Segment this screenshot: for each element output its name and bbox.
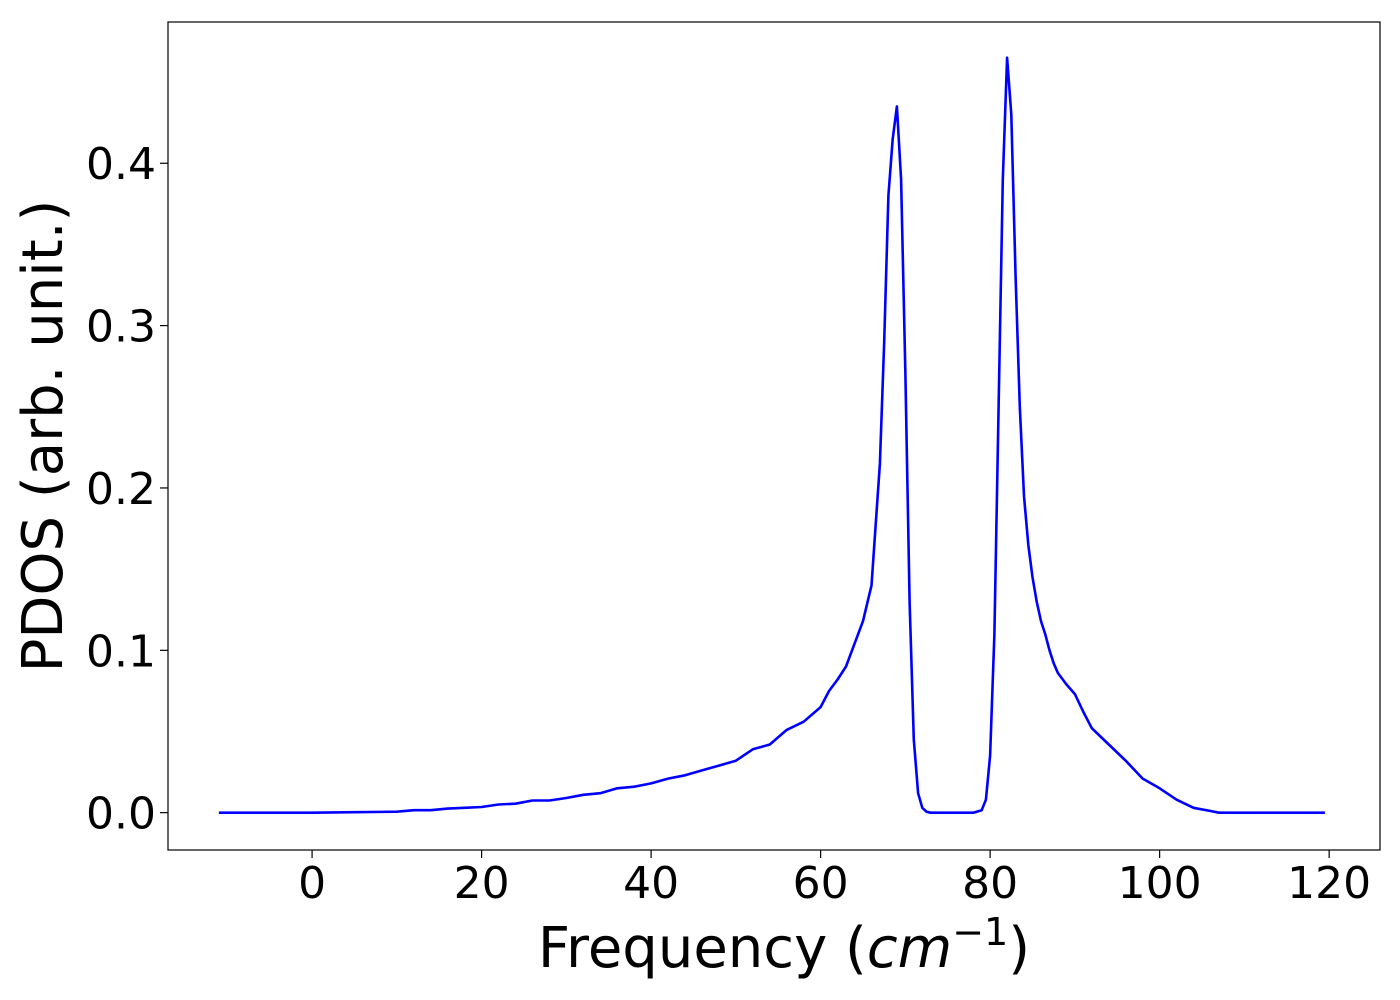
x-tick-label: 40 [623,858,679,909]
y-axis-label: PDOS (arb. unit.) [11,200,76,673]
plot-area-frame [167,21,1381,851]
x-axis-ticks: 0 20 40 60 80 100 120 [298,850,1371,909]
y-tick-label: 0.1 [86,626,156,677]
y-axis-ticks: 0.0 0.1 0.2 0.3 0.4 [86,139,168,840]
pdos-series-line [218,56,1325,814]
x-tick-label: 0 [298,858,326,909]
y-tick-label: 0.3 [86,302,156,353]
x-tick-label: 120 [1287,858,1371,909]
x-tick-label: 100 [1118,858,1202,909]
x-axis-label-unit: cm [867,916,952,981]
x-tick-label: 80 [962,858,1018,909]
x-axis-label-exponent: −1 [952,910,1008,954]
x-axis-label: Frequency (cm−1) [538,910,1030,981]
y-tick-label: 0.4 [86,139,156,190]
x-axis-label-close: ) [1008,916,1030,981]
y-tick-label: 0.0 [86,789,156,840]
x-axis-label-main: Frequency ( [538,916,867,981]
x-tick-label: 20 [454,858,510,909]
x-tick-label: 60 [793,858,849,909]
y-tick-label: 0.2 [86,464,156,515]
